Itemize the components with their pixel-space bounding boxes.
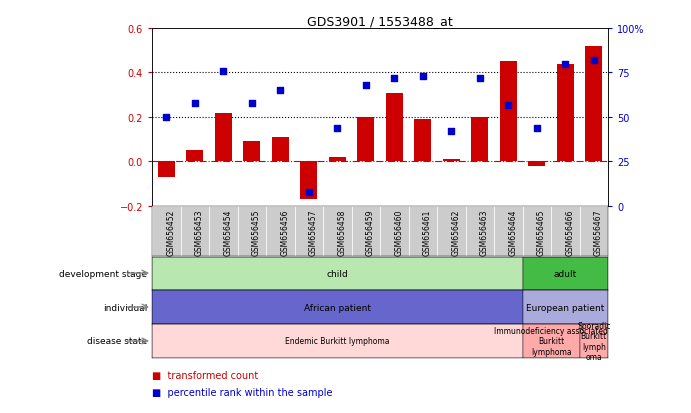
Text: GSM656465: GSM656465	[537, 209, 546, 255]
Bar	[357, 118, 375, 162]
Text: GSM656462: GSM656462	[451, 209, 460, 255]
Point	[531, 125, 542, 132]
Text: European patient: European patient	[526, 303, 605, 312]
Bar	[437, 206, 466, 256]
Text: ■  percentile rank within the sample: ■ percentile rank within the sample	[152, 387, 332, 397]
Bar	[323, 206, 352, 256]
Bar	[386, 93, 403, 162]
Bar	[180, 206, 209, 256]
Text: child: child	[326, 269, 348, 278]
Point	[246, 100, 257, 107]
Bar	[500, 62, 517, 162]
Text: Immunodeficiency associated
Burkitt
lymphoma: Immunodeficiency associated Burkitt lymp…	[494, 326, 608, 356]
Bar	[466, 206, 494, 256]
Bar	[522, 257, 608, 290]
Bar	[443, 160, 460, 162]
Text: GSM656460: GSM656460	[395, 209, 404, 255]
Point	[446, 128, 457, 135]
Bar	[238, 206, 266, 256]
Point	[218, 68, 229, 75]
Bar	[557, 64, 574, 162]
Point	[389, 75, 400, 82]
Bar	[152, 291, 522, 324]
Bar	[471, 118, 489, 162]
Text: Endemic Burkitt lymphoma: Endemic Burkitt lymphoma	[285, 337, 390, 346]
Point	[560, 61, 571, 68]
Bar	[300, 162, 317, 200]
Title: GDS3901 / 1553488_at: GDS3901 / 1553488_at	[307, 15, 453, 28]
Text: GSM656467: GSM656467	[594, 209, 603, 255]
Point	[588, 57, 599, 64]
Bar	[152, 325, 522, 358]
Bar	[152, 206, 180, 256]
Bar	[408, 206, 437, 256]
Text: adult: adult	[553, 269, 577, 278]
Text: individual: individual	[103, 303, 147, 312]
Text: GSM656454: GSM656454	[223, 209, 232, 255]
Text: GSM656453: GSM656453	[195, 209, 204, 255]
Bar	[294, 206, 323, 256]
Point	[161, 114, 172, 121]
Point	[303, 189, 314, 196]
Bar	[580, 206, 608, 256]
Text: GSM656459: GSM656459	[366, 209, 375, 255]
Text: disease state: disease state	[87, 337, 147, 346]
Bar	[494, 206, 522, 256]
Bar	[585, 47, 603, 162]
Text: GSM656455: GSM656455	[252, 209, 261, 255]
Text: GSM656461: GSM656461	[423, 209, 432, 255]
Bar	[522, 325, 580, 358]
Text: GSM656452: GSM656452	[167, 209, 176, 255]
Text: African patient: African patient	[304, 303, 371, 312]
Point	[503, 102, 514, 109]
Bar	[522, 291, 608, 324]
Bar	[215, 113, 232, 162]
Bar	[551, 206, 580, 256]
Text: GSM656457: GSM656457	[309, 209, 318, 255]
Text: Sporadic
Burkitt
lymph
oma: Sporadic Burkitt lymph oma	[577, 321, 611, 361]
Bar	[580, 325, 608, 358]
Point	[275, 88, 286, 94]
Text: GSM656458: GSM656458	[337, 209, 346, 255]
Bar	[266, 206, 294, 256]
Text: GSM656464: GSM656464	[509, 209, 518, 255]
Bar	[329, 158, 346, 162]
Text: GSM656463: GSM656463	[480, 209, 489, 255]
Bar	[522, 206, 551, 256]
Text: development stage: development stage	[59, 269, 147, 278]
Bar	[209, 206, 238, 256]
Bar	[380, 206, 408, 256]
Point	[360, 83, 371, 89]
Bar	[243, 142, 261, 162]
Bar	[158, 162, 175, 178]
Text: GSM656456: GSM656456	[281, 209, 290, 255]
Bar	[187, 151, 203, 162]
Point	[417, 74, 428, 80]
Point	[474, 75, 485, 82]
Bar	[414, 120, 431, 162]
Point	[332, 125, 343, 132]
Point	[189, 100, 200, 107]
Bar	[529, 162, 545, 166]
Bar	[152, 257, 522, 290]
Bar	[272, 138, 289, 162]
Text: GSM656466: GSM656466	[565, 209, 574, 255]
Bar	[352, 206, 380, 256]
Text: ■  transformed count: ■ transformed count	[152, 370, 258, 380]
